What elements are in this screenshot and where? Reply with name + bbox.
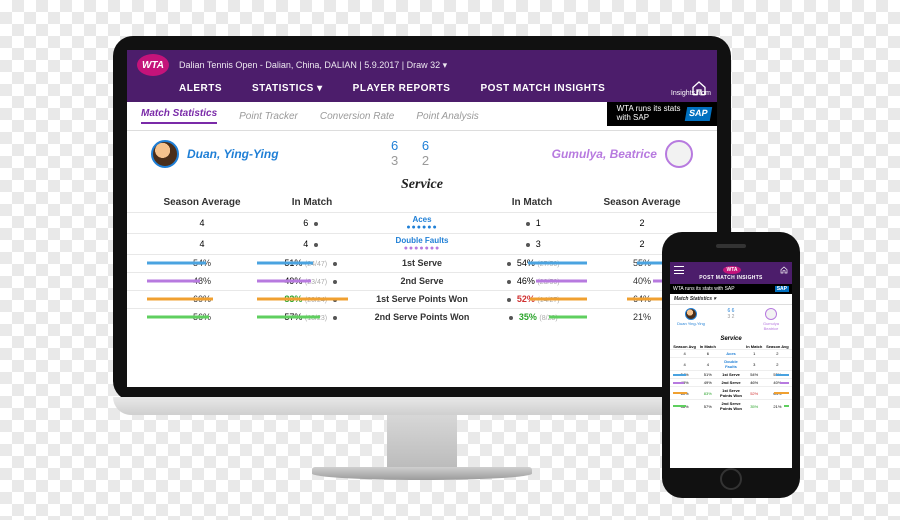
phone-row-s2: 48%49%2nd Serve46%40%	[670, 378, 792, 386]
aces-p2-season: 2	[587, 218, 697, 228]
phone-row-df: 44Double Faults32	[670, 357, 792, 370]
tab-point-tracker[interactable]: Point Tracker	[239, 111, 298, 122]
sap-badge: WTA runs its statswith SAP SAP	[607, 102, 717, 126]
desktop-screen: WTA Dalian Tennis Open - Dalian, China, …	[127, 50, 717, 387]
chevron-down-icon[interactable]: ▾	[443, 60, 448, 70]
phone-tab-match-stats[interactable]: Match Statistics ▾	[670, 294, 792, 305]
phone-col-headers: Season AvgIn MatchIn MatchSeason Avg	[670, 344, 792, 349]
s1-p2-match: 54% (27/50)	[477, 258, 587, 268]
phone-screen: WTA POST MATCH INSIGHTS WTA runs its sta…	[670, 262, 792, 468]
players-row: Duan, Ying-Ying 6 6 3 2 Gumulya, Beatric…	[127, 131, 717, 173]
s2-p1-match: 49% (23/47)	[257, 276, 367, 286]
col-in-match-p1: In Match	[257, 197, 367, 208]
desktop-monitor: WTA Dalian Tennis Open - Dalian, China, …	[113, 36, 731, 478]
s1pw-p2-match: 52% (14/27)	[477, 294, 587, 304]
col-in-match-p2: In Match	[477, 197, 587, 208]
phone-home-icon[interactable]	[780, 266, 788, 274]
stat-rows: 4 6 Aces●●●●●● 1 2 4 4 Double Faults●●●●…	[127, 212, 717, 326]
sub-tabs: Insights from Match Statistics Point Tra…	[127, 102, 717, 131]
phone-sap-logo: SAP	[775, 286, 789, 292]
aces-p1-match: 6	[257, 218, 367, 228]
nav-player-reports[interactable]: PLAYER REPORTS	[353, 83, 451, 94]
event-info: Dalian Tennis Open - Dalian, China, DALI…	[179, 60, 447, 71]
phone-section-title: Service	[670, 336, 792, 342]
s1pw-label: 1st Serve Points Won	[367, 294, 477, 304]
s1-label: 1st Serve	[367, 258, 477, 268]
row-double-faults: 4 4 Double Faults●●●●●●● 3 2	[127, 233, 717, 254]
phone-device: WTA POST MATCH INSIGHTS WTA runs its sta…	[662, 232, 800, 498]
tab-conversion-rate[interactable]: Conversion Rate	[320, 111, 394, 122]
s2-p2-match: 46% (23/50)	[477, 276, 587, 286]
s2pw-label: 2nd Serve Points Won	[367, 312, 477, 322]
nav-alerts[interactable]: ALERTS	[179, 83, 222, 94]
player1-avatar	[151, 140, 179, 168]
phone-score: 6 63 2	[728, 308, 735, 320]
phone-player2-avatar	[765, 308, 777, 320]
wta-logo[interactable]: WTA	[137, 54, 169, 76]
df-p2-match: 3	[477, 239, 587, 249]
row-2nd-serve: 48% 49% (23/47) 2nd Serve 46% (23/50) 40…	[127, 272, 717, 290]
player1-name: Duan, Ying-Ying	[187, 147, 279, 161]
phone-row-s2pw: 56%57%2nd Serve Points Won35%21%	[670, 399, 792, 412]
s2pw-p2-match: 35% (8/23)	[477, 312, 587, 322]
sap-logo: SAP	[685, 107, 712, 121]
nav-post-match[interactable]: POST MATCH INSIGHTS	[480, 83, 605, 94]
row-aces: 4 6 Aces●●●●●● 1 2	[127, 212, 717, 233]
phone-title: POST MATCH INSIGHTS	[674, 275, 788, 281]
player2-name: Gumulya, Beatrice	[552, 147, 657, 161]
phone-wta-logo[interactable]: WTA	[723, 266, 740, 274]
app-header: WTA Dalian Tennis Open - Dalian, China, …	[127, 50, 717, 102]
phone-player1-avatar	[685, 308, 697, 320]
nav-statistics[interactable]: STATISTICS ▾	[252, 83, 323, 94]
df-p1-season: 4	[147, 239, 257, 249]
phone-header: WTA POST MATCH INSIGHTS	[670, 262, 792, 284]
row-1st-serve: 54% 51% (24/47) 1st Serve 54% (27/50) 55…	[127, 254, 717, 272]
aces-p1-season: 4	[147, 218, 257, 228]
phone-player1[interactable]: Duan Ying-Ying	[676, 308, 706, 326]
monitor-chin	[113, 397, 731, 415]
col-season-avg-p2: Season Average	[587, 197, 697, 208]
col-season-avg-p1: Season Average	[147, 197, 257, 208]
phone-sap-badge: WTA runs its stats with SAPSAP	[670, 284, 792, 294]
tab-match-statistics[interactable]: Match Statistics	[141, 108, 217, 124]
phone-row-s1pw: 60%83%1st Serve Points Won52%64%	[670, 386, 792, 399]
menu-icon[interactable]	[674, 266, 684, 274]
s2pw-p2-season: 21%	[633, 312, 651, 322]
chevron-down-icon: ▾	[713, 296, 716, 302]
player1[interactable]: Duan, Ying-Ying	[151, 140, 279, 168]
s2pw-p1-match: 57% (13/23)	[257, 312, 367, 322]
s2-p2-season: 40%	[633, 276, 651, 286]
s1pw-p1-match: 83% (20/24)	[257, 294, 367, 304]
phone-players: Duan Ying-Ying 6 63 2 Gumulya Beatrice	[670, 305, 792, 334]
player2-avatar	[665, 140, 693, 168]
phone-row-aces: 46Aces12	[670, 349, 792, 357]
aces-p2-match: 1	[477, 218, 587, 228]
monitor-stand-neck	[387, 415, 457, 467]
column-headers: Season Average In Match In Match Season …	[127, 195, 717, 212]
row-2nd-serve-pts-won: 56% 57% (13/23) 2nd Serve Points Won 35%…	[127, 308, 717, 326]
monitor-bezel: WTA Dalian Tennis Open - Dalian, China, …	[113, 36, 731, 401]
df-p1-match: 4	[257, 239, 367, 249]
s1-p1-match: 51% (24/47)	[257, 258, 367, 268]
monitor-stand-base	[312, 467, 532, 480]
df-label: Double Faults	[367, 236, 477, 245]
section-service-title: Service	[127, 177, 717, 193]
sap-insights-label: Insights from	[671, 90, 711, 97]
phone-player2[interactable]: Gumulya Beatrice	[756, 308, 786, 331]
tab-point-analysis[interactable]: Point Analysis	[416, 111, 478, 122]
match-score: 6 6 3 2	[391, 139, 439, 169]
aces-label: Aces	[367, 215, 477, 224]
row-1st-serve-pts-won: 60% 83% (20/24) 1st Serve Points Won 52%…	[127, 290, 717, 308]
phone-row-s1: 54%51%1st Serve54%55%	[670, 370, 792, 378]
main-nav: ALERTS STATISTICS ▾ PLAYER REPORTS POST …	[127, 78, 717, 102]
s2-label: 2nd Serve	[367, 276, 477, 286]
player2[interactable]: Gumulya, Beatrice	[552, 140, 693, 168]
